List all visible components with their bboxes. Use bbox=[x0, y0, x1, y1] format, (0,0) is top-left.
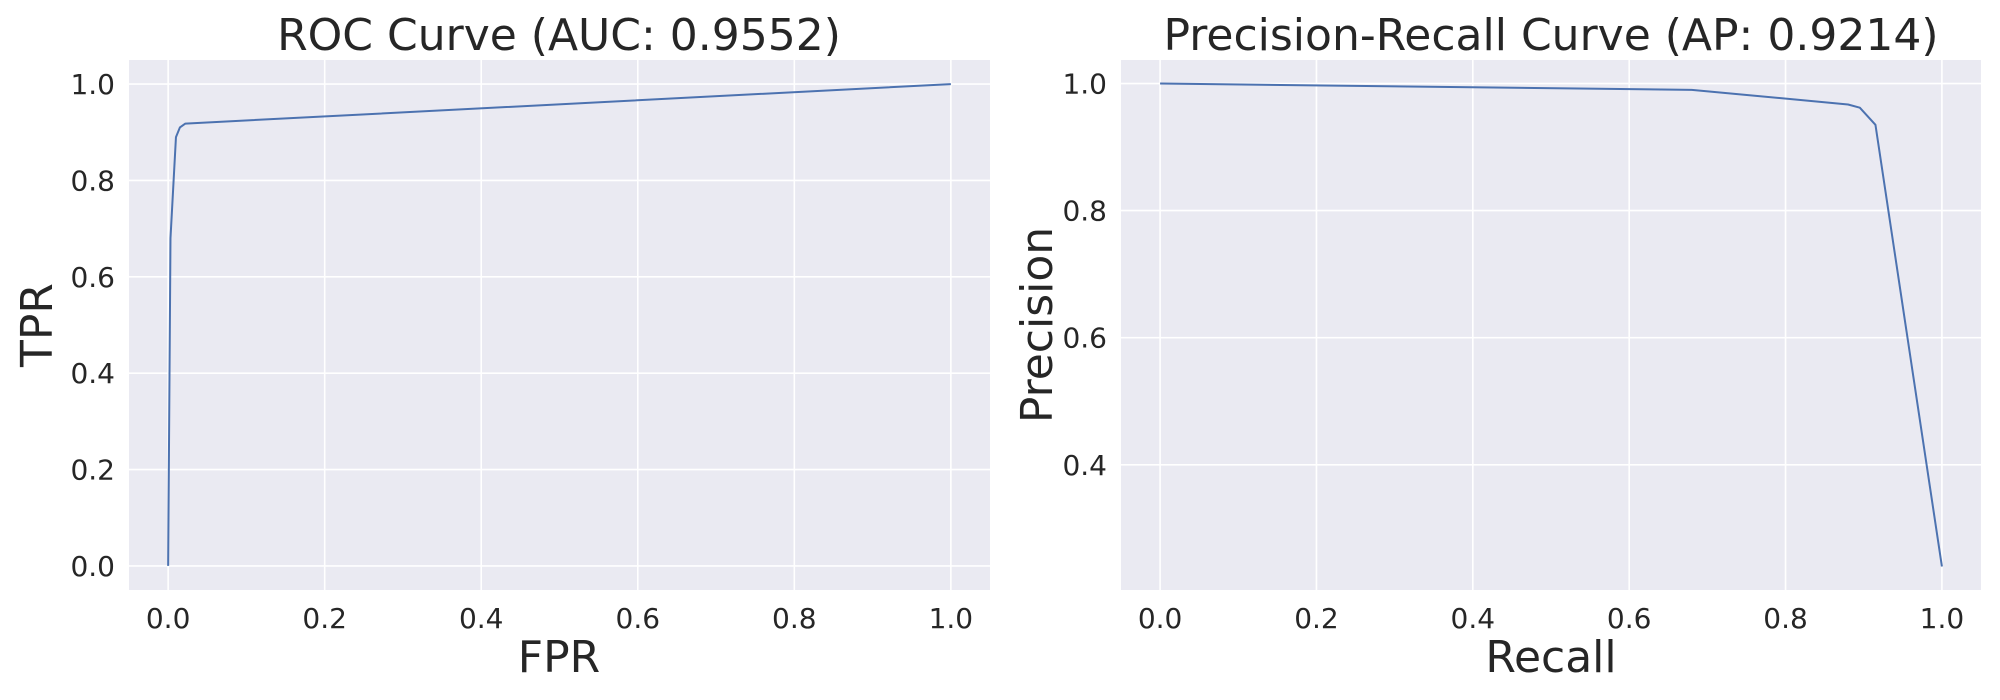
pr-y-tick-label: 0.4 bbox=[1062, 449, 1107, 482]
pr-x-tick-label: 0.8 bbox=[1763, 602, 1808, 635]
roc-x-tick-label: 0.2 bbox=[302, 602, 347, 635]
roc-y-tick-label: 0.4 bbox=[70, 357, 115, 390]
pr-y-tick-label: 1.0 bbox=[1062, 68, 1107, 101]
pr-grid bbox=[1121, 60, 1981, 590]
pr-x-tick-label: 0.4 bbox=[1451, 602, 1496, 635]
roc-y-tick-label: 0.8 bbox=[70, 164, 115, 197]
roc-chart-title: ROC Curve (AUC: 0.9552) bbox=[277, 10, 841, 61]
roc-y-axis-label: TPR bbox=[12, 283, 63, 368]
pr-ticks: 0.0 0.2 0.4 0.6 0.8 1.0 0.4 0.6 0.8 1.0 bbox=[1062, 68, 1964, 635]
roc-y-tick-label: 1.0 bbox=[70, 68, 115, 101]
pr-y-tick-label: 0.8 bbox=[1062, 195, 1107, 228]
roc-curve-panel: 0.0 0.2 0.4 0.6 0.8 1.0 0.0 0.2 0.4 0.6 0.8 1.0 ROC… bbox=[12, 10, 990, 683]
roc-x-tick-label: 0.4 bbox=[459, 602, 504, 635]
roc-x-tick-label: 0.6 bbox=[616, 602, 661, 635]
pr-x-tick-label: 0.6 bbox=[1607, 602, 1652, 635]
roc-y-tick-label: 0.2 bbox=[70, 454, 115, 487]
pr-chart-title: Precision-Recall Curve (AP: 0.9214) bbox=[1164, 10, 1939, 61]
roc-x-tick-label: 0.8 bbox=[772, 602, 817, 635]
precision-recall-panel: 0.0 0.2 0.4 0.6 0.8 1.0 0.4 0.6 0.8 1.0 Precision… bbox=[1012, 10, 1981, 683]
pr-x-tick-label: 0.2 bbox=[1294, 602, 1339, 635]
roc-ticks: 0.0 0.2 0.4 0.6 0.8 1.0 0.0 0.2 0.4 0.6 0.8 1.0 bbox=[70, 68, 973, 635]
pr-y-axis-label: Precision bbox=[1012, 227, 1063, 423]
pr-series-line bbox=[1160, 82, 1943, 567]
pr-x-tick-label: 1.0 bbox=[1920, 602, 1965, 635]
pr-plot-area bbox=[1121, 60, 1981, 590]
roc-x-axis-label: FPR bbox=[518, 632, 600, 683]
pr-y-tick-label: 0.6 bbox=[1062, 322, 1107, 355]
roc-plot-area bbox=[129, 60, 990, 590]
roc-y-tick-label: 0.6 bbox=[70, 261, 115, 294]
roc-series bbox=[167, 83, 951, 566]
roc-x-tick-label: 0.0 bbox=[146, 602, 191, 635]
roc-series-line bbox=[167, 83, 951, 566]
roc-grid bbox=[129, 60, 990, 590]
pr-series bbox=[1160, 82, 1943, 567]
roc-x-tick-label: 1.0 bbox=[929, 602, 974, 635]
pr-x-axis-label: Recall bbox=[1485, 632, 1616, 683]
roc-y-tick-label: 0.0 bbox=[70, 550, 115, 583]
pr-x-tick-label: 0.0 bbox=[1138, 602, 1183, 635]
